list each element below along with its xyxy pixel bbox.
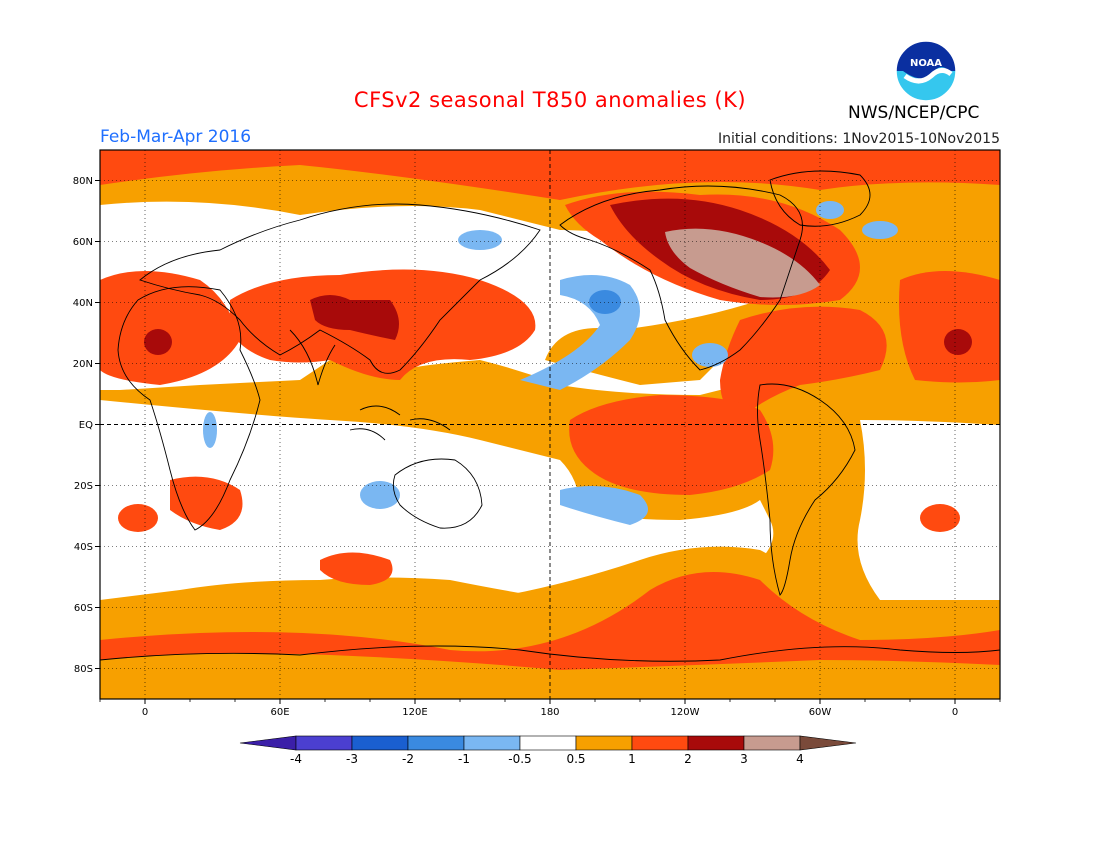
colorbar-segment <box>463 735 521 751</box>
lon-tick-label: 120W <box>671 707 700 718</box>
colorbar-segment <box>295 735 353 751</box>
lat-tick-label: 40S <box>74 542 93 553</box>
colorbar-label: -3 <box>346 752 358 766</box>
lon-tick-label: 180 <box>540 707 559 718</box>
agency-label: NWS/NCEP/CPC <box>848 103 980 123</box>
forecast-period: Feb-Mar-Apr 2016 <box>100 127 252 147</box>
colorbar-segment <box>687 735 745 751</box>
colorbar-segment <box>631 735 689 751</box>
coastlines <box>100 170 1000 662</box>
colorbar-label: 1 <box>628 752 636 766</box>
noaa-logo-icon: NOAA <box>895 40 957 102</box>
colorbar-high-arrow <box>799 735 857 751</box>
colorbar-label: 3 <box>740 752 748 766</box>
colorbar-segment <box>743 735 801 751</box>
colorbar-low-arrow <box>239 735 297 751</box>
colorbar: -4 -3 -2 -1 -0.5 0.5 1 2 3 4 <box>239 735 857 766</box>
lat-tick-label: 80N <box>73 176 93 187</box>
colorbar-label: -2 <box>402 752 414 766</box>
map-gridlines <box>100 150 1000 699</box>
colorbar-label: 4 <box>796 752 804 766</box>
lat-tick-label: 80S <box>74 664 93 675</box>
colorbar-segment <box>519 735 577 751</box>
lat-tick-label: 60N <box>73 237 93 248</box>
colorbar-segment <box>575 735 633 751</box>
lon-tick-label: 60E <box>270 707 289 718</box>
colorbar-label: 0.5 <box>566 752 585 766</box>
lat-tick-label: 60S <box>74 603 93 614</box>
lat-tick-label: 20N <box>73 359 93 370</box>
lat-tick-label: 40N <box>73 298 93 309</box>
map-axis-ticks: 80N 60N 40N 20N EQ 20S 40S 60S 80S 0 60E 120E 180 120… <box>73 176 1001 718</box>
colorbar-label: -0.5 <box>508 752 531 766</box>
colorbar-label: -1 <box>458 752 470 766</box>
lon-tick-label: 0 <box>952 707 958 718</box>
lon-tick-label: 0 <box>142 707 148 718</box>
lat-tick-label: EQ <box>79 420 93 431</box>
svg-text:NOAA: NOAA <box>910 58 942 69</box>
lon-tick-label: 60W <box>809 707 832 718</box>
chart-title: CFSv2 seasonal T850 anomalies (K) <box>353 88 747 112</box>
lat-tick-label: 20S <box>74 481 93 492</box>
lon-tick-label: 120E <box>402 707 427 718</box>
colorbar-label: 2 <box>684 752 692 766</box>
initial-conditions: Initial conditions: 1Nov2015-10Nov2015 <box>717 131 1000 147</box>
colorbar-segment <box>351 735 409 751</box>
colorbar-segment <box>407 735 465 751</box>
colorbar-label: -4 <box>290 752 302 766</box>
